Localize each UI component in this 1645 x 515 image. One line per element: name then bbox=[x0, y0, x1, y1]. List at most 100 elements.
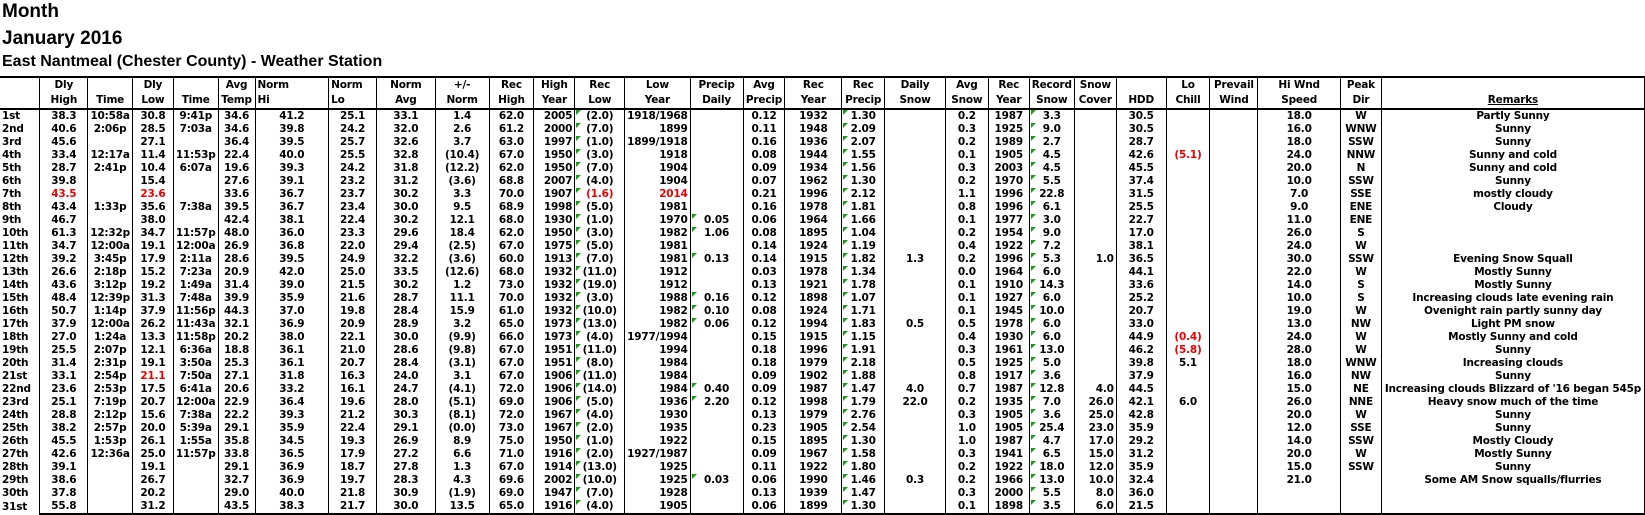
cell-norm-hi: 36.7 bbox=[254, 201, 330, 214]
cell-norm-avg: 29.6 bbox=[375, 227, 436, 240]
header-rec-precip: Rec bbox=[841, 76, 886, 93]
cell-remarks: Ovenight rain partly sunny day bbox=[1380, 305, 1645, 318]
cell-rec-precip: 1.81 bbox=[841, 201, 886, 214]
cell-snow-cover bbox=[1073, 214, 1117, 227]
cell-rec-snow-year: 1927 bbox=[987, 292, 1030, 305]
table-row: 12th 39.2 3:45p 17.9 2:11a 28.6 39.5 24.9 32.2 (3… bbox=[0, 253, 1645, 266]
cell-precip-daily: 2.20 bbox=[689, 396, 744, 409]
cell-peak-dir: NNW bbox=[1339, 149, 1382, 162]
cell-dly-high: 42.6 bbox=[39, 448, 89, 461]
cell-lo-chill bbox=[1165, 123, 1211, 136]
cell-dly-low: 25.0 bbox=[131, 448, 174, 461]
cell-peak-dir: S bbox=[1339, 279, 1382, 292]
cell-high-time: 12:00a bbox=[87, 240, 133, 253]
cell-record-snow: 6.5 bbox=[1028, 448, 1075, 461]
row-day-label: 9th bbox=[2, 214, 22, 226]
cell-norm-lo: 19.6 bbox=[328, 396, 377, 409]
cell-rec-high: 67.0 bbox=[488, 149, 535, 162]
cell-high-year: 1932 bbox=[533, 305, 576, 318]
cell-high-year: 1967 bbox=[533, 422, 576, 435]
cell-rec-snow-year: 1935 bbox=[987, 396, 1030, 409]
cell-plus-minus-norm: 1.3 bbox=[434, 461, 490, 474]
cell-prevail-wind bbox=[1209, 474, 1259, 487]
cell-hi-wind-speed: 26.0 bbox=[1257, 396, 1341, 409]
cell-norm-avg: 30.2 bbox=[375, 214, 436, 227]
cell-precip-daily bbox=[689, 175, 744, 188]
cell-precip-daily bbox=[689, 448, 744, 461]
cell-norm-hi: 36.7 bbox=[254, 188, 330, 201]
row-day-label: 23rd bbox=[2, 396, 29, 408]
cell-dly-low: 17.9 bbox=[131, 253, 174, 266]
cell-low-time: 7:48a bbox=[172, 292, 219, 305]
cell-norm-hi: 31.8 bbox=[254, 370, 330, 383]
cell-precip-daily bbox=[689, 188, 744, 201]
cell-rec-precip-year: 1939 bbox=[784, 487, 843, 500]
cell-norm-lo: 22.1 bbox=[328, 331, 377, 344]
header-rec-low: Low bbox=[574, 93, 626, 110]
cell-dly-low: 15.4 bbox=[131, 175, 174, 188]
cell-rec-low: (2.0) bbox=[574, 422, 626, 435]
cell-prevail-wind bbox=[1209, 266, 1259, 279]
cell-peak-dir: SSW bbox=[1339, 253, 1382, 266]
cell-avg-precip: 0.13 bbox=[742, 409, 786, 422]
cell-plus-minus-norm: 12.1 bbox=[434, 214, 490, 227]
cell-hi-wind-speed: 22.0 bbox=[1257, 266, 1341, 279]
cell-norm-avg: 32.0 bbox=[375, 123, 436, 136]
cell-remarks: Sunny bbox=[1380, 422, 1645, 435]
row-day-label: 28th bbox=[2, 461, 29, 473]
cell-dly-high: 26.6 bbox=[39, 266, 89, 279]
cell-rec-precip: 1.30 bbox=[841, 175, 886, 188]
cell-daily-snow: 22.0 bbox=[884, 396, 946, 409]
cell-prevail-wind bbox=[1209, 461, 1259, 474]
cell-avg-snow: 0.2 bbox=[944, 227, 989, 240]
cell-precip-daily bbox=[689, 409, 744, 422]
cell-avg-snow: 0.1 bbox=[944, 214, 989, 227]
cell-low-time: 6:41a bbox=[172, 383, 219, 396]
cell-low-time: 12:00a bbox=[172, 240, 219, 253]
cell-hi-wind-speed: 18.0 bbox=[1257, 136, 1341, 149]
cell-daily-snow bbox=[884, 292, 946, 305]
cell-norm-hi: 34.5 bbox=[254, 435, 330, 448]
cell-plus-minus-norm: 4.3 bbox=[434, 474, 490, 487]
cell-dly-low: 26.1 bbox=[131, 435, 174, 448]
cell-record-snow: 5.5 bbox=[1028, 487, 1075, 500]
cell-norm-hi: 36.9 bbox=[254, 318, 330, 331]
cell-rec-precip: 1.79 bbox=[841, 396, 886, 409]
cell-record-snow: 10.0 bbox=[1028, 305, 1075, 318]
cell-avg-precip: 0.03 bbox=[742, 266, 786, 279]
cell-avg-snow: 0.0 bbox=[944, 266, 989, 279]
cell-hdd: 42.8 bbox=[1115, 409, 1167, 422]
cell-low-year: 1904 bbox=[624, 175, 691, 188]
cell-high-time bbox=[87, 188, 133, 201]
cell-prevail-wind bbox=[1209, 162, 1259, 175]
cell-hdd: 33.0 bbox=[1115, 318, 1167, 331]
cell-snow-cover bbox=[1073, 123, 1117, 136]
cell-hi-wind-speed: 24.0 bbox=[1257, 240, 1341, 253]
cell-rec-precip: 1.83 bbox=[841, 318, 886, 331]
cell-hdd: 33.6 bbox=[1115, 279, 1167, 292]
cell-rec-precip-year: 1987 bbox=[784, 383, 843, 396]
cell-rec-precip: 1.56 bbox=[841, 162, 886, 175]
cell-record-snow: 6.0 bbox=[1028, 266, 1075, 279]
cell-dly-high: 39.8 bbox=[39, 175, 89, 188]
cell-rec-precip-year: 1978 bbox=[784, 266, 843, 279]
cell-low-year: 1935 bbox=[624, 422, 691, 435]
cell-peak-dir: NE bbox=[1339, 383, 1382, 396]
cell-low-year: 1981 bbox=[624, 201, 691, 214]
cell-low-year: 1982 bbox=[624, 227, 691, 240]
cell-avg-precip: 0.21 bbox=[742, 188, 786, 201]
cell-avg-temp: 22.4 bbox=[217, 149, 256, 162]
cell-avg-precip: 0.09 bbox=[742, 383, 786, 396]
cell-rec-precip: 1.19 bbox=[841, 240, 886, 253]
cell-peak-dir: W bbox=[1339, 305, 1382, 318]
cell-plus-minus-norm: (0.0) bbox=[434, 422, 490, 435]
cell-record-snow: 7.0 bbox=[1028, 396, 1075, 409]
cell-norm-lo: 24.9 bbox=[328, 253, 377, 266]
cell-avg-temp: 33.6 bbox=[217, 188, 256, 201]
cell-high-time: 7:19p bbox=[87, 396, 133, 409]
cell-hdd: 36.5 bbox=[1115, 253, 1167, 266]
cell-avg-precip: 0.09 bbox=[742, 448, 786, 461]
cell-low-time: 6:36a bbox=[172, 344, 219, 357]
cell-peak-dir: SSW bbox=[1339, 136, 1382, 149]
cell-hi-wind-speed bbox=[1257, 487, 1341, 500]
